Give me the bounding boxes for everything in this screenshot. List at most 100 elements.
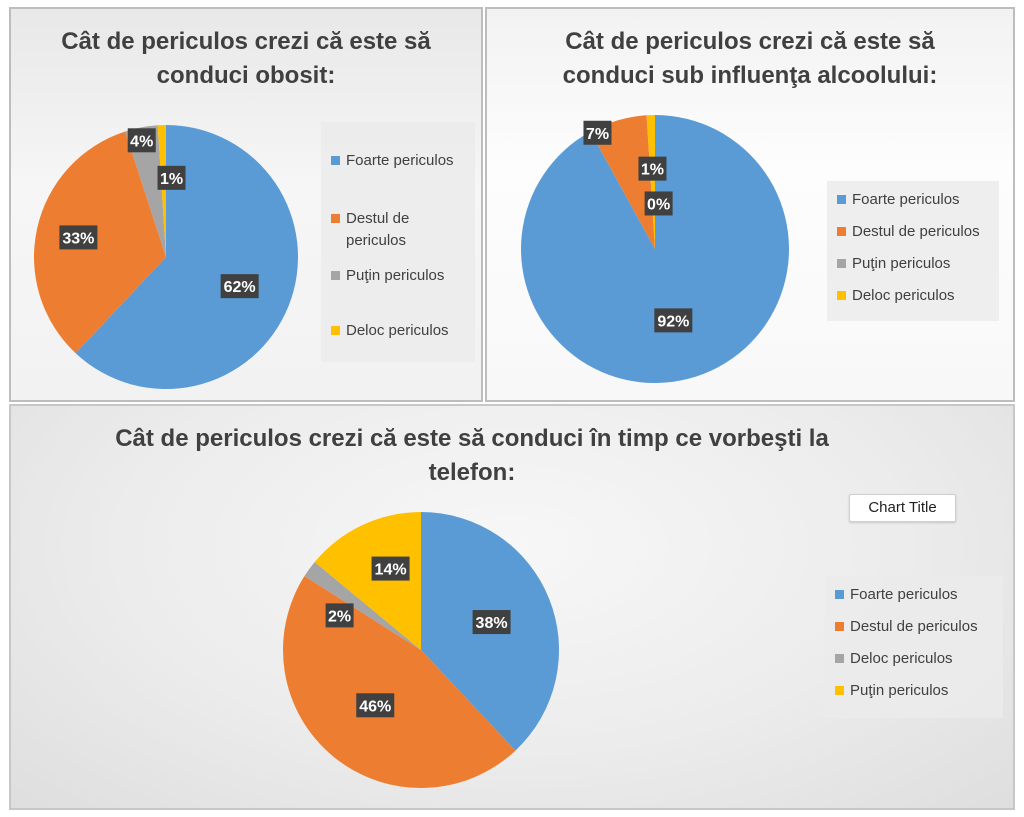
legend-item[interactable]: Puţin periculos [331, 265, 444, 287]
pie-slice[interactable] [33, 131, 166, 354]
pie-slice[interactable] [157, 125, 166, 257]
data-label: 33% [59, 225, 98, 250]
pie-slice[interactable] [590, 115, 655, 249]
data-label-text: 33% [62, 230, 94, 247]
data-label-text: 46% [359, 698, 391, 715]
legend-label-line: Foarte periculos [852, 191, 960, 208]
chart-legend: Foarte periculos Destul de periculos Deloc… [825, 576, 1003, 718]
chart-legend: Foarte periculos Destul de periculos Puţin … [321, 122, 475, 362]
legend-swatch [835, 590, 844, 599]
data-label: 38% [472, 610, 511, 635]
data-label-text: 92% [657, 313, 689, 330]
data-label: 0% [644, 191, 673, 216]
legend-item[interactable]: Puţin periculos [835, 680, 948, 702]
legend-swatch [331, 271, 340, 280]
chart-legend: Foarte periculos Destul de periculos Puţin… [827, 181, 999, 321]
legend-label-line: Puţin periculos [850, 682, 949, 699]
chart-title-line: conduci sub influenţa alcoolului: [562, 62, 938, 89]
legend-label: Foarte periculos [852, 189, 960, 211]
legend-swatch [331, 326, 340, 335]
chart-title: Cât de periculos crezi că este să conduc… [11, 25, 481, 93]
legend-label: Puţin periculos [346, 265, 444, 287]
legend-label: Destul de periculos [346, 208, 409, 252]
pie-slice[interactable] [125, 125, 166, 258]
legend-item[interactable]: Destul de periculos [331, 208, 409, 252]
data-label-text: 1% [641, 162, 664, 179]
legend-item[interactable]: Foarte periculos [331, 150, 454, 172]
chart-title-line: telefon: [428, 459, 516, 486]
legend-swatch [331, 156, 340, 165]
chart-title: Cât de periculos crezi că este să conduc… [487, 25, 1013, 93]
data-label: 4% [127, 128, 156, 153]
data-label-text: 7% [586, 126, 609, 143]
legend-label: Puţin periculos [850, 680, 948, 702]
chart-title-line: Cât de periculos crezi că este să conduc… [115, 425, 829, 452]
legend-label: Destul de periculos [850, 616, 978, 638]
legend-label-line: Puţin periculos [346, 267, 445, 284]
legend-label: Foarte periculos [850, 584, 958, 606]
data-label: 1% [638, 156, 667, 181]
legend-swatch [837, 259, 846, 268]
data-label-text: 1% [160, 171, 183, 188]
legend-item[interactable]: Foarte periculos [835, 584, 958, 606]
data-label: 46% [356, 693, 395, 718]
legend-item[interactable]: Destul de periculos [837, 221, 980, 243]
legend-swatch [837, 291, 846, 300]
data-label: 14% [371, 556, 410, 581]
data-label-text: 2% [328, 608, 351, 625]
legend-swatch [837, 227, 846, 236]
legend-label-line: Destul de periculos [852, 223, 980, 240]
chart-panel-alcohol: Cât de periculos crezi că este să conduc… [485, 7, 1015, 402]
pie-slice[interactable] [314, 512, 421, 650]
chart-title-placeholder[interactable]: Chart Title [849, 494, 956, 522]
legend-swatch [331, 214, 340, 223]
legend-label-line: Deloc periculos [850, 650, 953, 667]
legend-item[interactable]: Foarte periculos [837, 189, 960, 211]
pie-slice[interactable] [283, 576, 516, 788]
legend-swatch [835, 686, 844, 695]
legend-label-line: Destul de periculos [850, 618, 978, 635]
data-label: 2% [325, 603, 354, 628]
legend-label: Deloc periculos [852, 285, 955, 307]
data-label: 1% [157, 165, 186, 190]
data-label-text: 0% [647, 196, 670, 213]
chart-title-line: Cât de periculos crezi că este să [565, 28, 935, 55]
data-label: 92% [654, 308, 693, 333]
pie-slice[interactable] [304, 562, 421, 650]
data-label-text: 62% [224, 279, 256, 296]
legend-item[interactable]: Deloc periculos [837, 285, 955, 307]
pie-slice[interactable] [646, 115, 655, 249]
pie-chart[interactable]: 62% 33% 4% 1% [11, 9, 485, 404]
chart-title-line: conduci obosit: [156, 62, 336, 89]
pie-chart[interactable]: 92% 7% 0% 1% [487, 9, 1017, 404]
pie-slice[interactable] [75, 125, 299, 389]
chart-panel-phone: Cât de periculos crezi că este să conduc… [9, 404, 1015, 810]
legend-label-line: Destul de [346, 210, 410, 227]
pie-chart[interactable]: 38% 46% 2% 14% [11, 406, 1017, 812]
data-label-text: 4% [130, 133, 153, 150]
legend-label: Puţin periculos [852, 253, 950, 275]
legend-label-line: periculos [346, 232, 407, 249]
chart-panel-tired: Cât de periculos crezi că este să conduc… [9, 7, 483, 402]
legend-label-line: Foarte periculos [850, 586, 958, 603]
legend-label-line: Foarte periculos [346, 152, 454, 169]
legend-label: Foarte periculos [346, 150, 454, 172]
legend-label: Deloc periculos [850, 648, 953, 670]
legend-item[interactable]: Deloc periculos [835, 648, 953, 670]
legend-label: Deloc periculos [346, 320, 449, 342]
legend-label-line: Deloc periculos [852, 287, 955, 304]
legend-swatch [835, 622, 844, 631]
chart-title-line: Cât de periculos crezi că este să [61, 28, 431, 55]
legend-swatch [835, 654, 844, 663]
data-label: 7% [583, 120, 612, 145]
data-label: 62% [220, 274, 259, 299]
data-label-text: 38% [476, 615, 508, 632]
legend-label: Destul de periculos [852, 221, 980, 243]
chart-title: Cât de periculos crezi că este să conduc… [11, 422, 1013, 490]
legend-item[interactable]: Puţin periculos [837, 253, 950, 275]
legend-swatch [837, 195, 846, 204]
data-label-text: 14% [375, 562, 407, 579]
legend-label-line: Puţin periculos [852, 255, 951, 272]
legend-item[interactable]: Deloc periculos [331, 320, 449, 342]
legend-item[interactable]: Destul de periculos [835, 616, 978, 638]
